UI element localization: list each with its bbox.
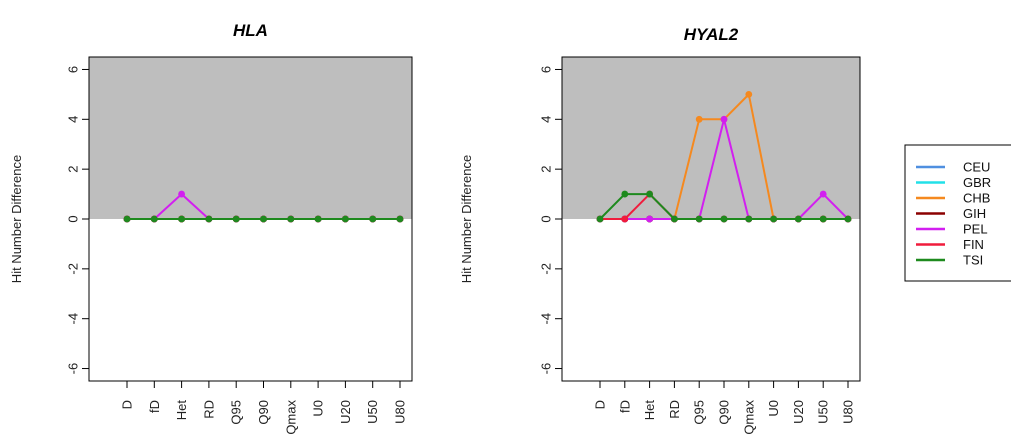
data-point [695,215,703,223]
positive-region [89,57,412,219]
x-tick-label-u20: U20 [338,400,353,424]
legend-label: TSI [963,253,983,268]
series-tsi [123,215,404,223]
data-point [596,215,604,223]
x-tick-label-fd: fD [617,400,632,413]
y-tick-label: -4 [66,313,81,325]
x-tick-label-qmax: Qmax [741,400,756,435]
x-tick-label-u50: U50 [816,400,831,424]
legend-entry-chb: CHB [916,191,990,206]
x-tick-label-d: D [593,400,608,409]
data-point [396,215,404,223]
y-tick-label: 4 [66,116,81,123]
x-tick-label-q90: Q90 [256,400,271,425]
legend-entry-fin: FIN [916,237,984,252]
chart-panel-hla: HLA Hit Number Difference -6 -4 -2 0 2 4 6 D fD H… [9,21,413,435]
data-point [745,215,753,223]
y-axis-label: Hit Number Difference [459,155,474,283]
x-tick-label-u80: U80 [393,400,408,424]
chart-panel-hyal2: HYAL2 Hit Number Difference -6 -4 -2 0 2 4 6 D f… [459,25,861,435]
legend-label: CEU [963,160,990,175]
legend-entry-tsi: TSI [916,253,983,268]
series-tsi [596,190,852,223]
x-tick-label-het: Het [174,400,189,421]
data-point [671,215,678,223]
data-point [287,215,295,223]
x-tick-label-fd: fD [147,400,162,413]
legend-label: FIN [963,237,984,252]
y-tick-label: 6 [539,66,554,73]
legend-label: CHB [963,191,990,206]
x-tick-label-q90: Q90 [717,400,732,425]
y-tick-label: -2 [66,263,81,275]
data-point [695,115,703,123]
legend-label: GIH [963,206,986,221]
data-point [770,215,777,223]
legend: CEU GBR CHB GIH PEL FIN TSI [904,144,1011,282]
data-point [123,215,131,223]
x-tick-label-u0: U0 [766,400,781,417]
data-point [844,215,852,223]
x-tick-label-rd: RD [201,400,216,419]
data-point [178,190,186,198]
y-tick-label: 2 [66,166,81,173]
data-point [795,215,802,223]
data-point [720,115,728,123]
y-tick-label: 0 [66,215,81,222]
x-tick-label-rd: RD [667,400,682,419]
x-tick-label-q95: Q95 [692,400,707,425]
data-point [260,215,267,223]
y-tick-label: -6 [539,363,554,375]
y-tick-label: -6 [66,363,81,375]
legend-entry-gih: GIH [916,206,986,221]
data-point [205,215,213,223]
x-tick-label-het: Het [642,400,657,421]
y-axis-label: Hit Number Difference [9,155,24,283]
data-point [232,215,240,223]
data-point [369,215,377,223]
chart-title: HYAL2 [684,25,739,44]
data-point [646,190,653,198]
data-point [150,215,158,223]
x-tick-label-qmax: Qmax [283,400,298,435]
x-tick-label-u0: U0 [311,400,326,417]
data-point [621,190,629,198]
y-tick-label: -2 [539,263,554,275]
data-point [646,215,653,223]
y-tick-label: -4 [539,313,554,325]
data-point [745,90,753,98]
x-tick-label-d: D [120,400,135,409]
x-tick-label-u50: U50 [365,400,380,424]
x-tick-label-u20: U20 [791,400,806,424]
legend-label: GBR [963,175,991,190]
y-tick-label: 6 [66,66,81,73]
chart-title: HLA [233,21,268,40]
data-point [819,190,827,198]
y-tick-label: 4 [539,116,554,123]
x-tick-label-q95: Q95 [229,400,244,425]
data-point [314,215,322,223]
data-point [819,215,827,223]
x-tick-label-u80: U80 [841,400,856,424]
legend-entry-ceu: CEU [916,160,990,175]
positive-region [562,57,860,219]
data-point [178,215,186,223]
y-tick-label: 0 [539,215,554,222]
data-point [621,215,629,223]
legend-entry-pel: PEL [916,222,988,237]
legend-label: PEL [963,222,988,237]
data-point [342,215,349,223]
data-point [720,215,728,223]
y-tick-label: 2 [539,166,554,173]
legend-entry-gbr: GBR [916,175,991,190]
